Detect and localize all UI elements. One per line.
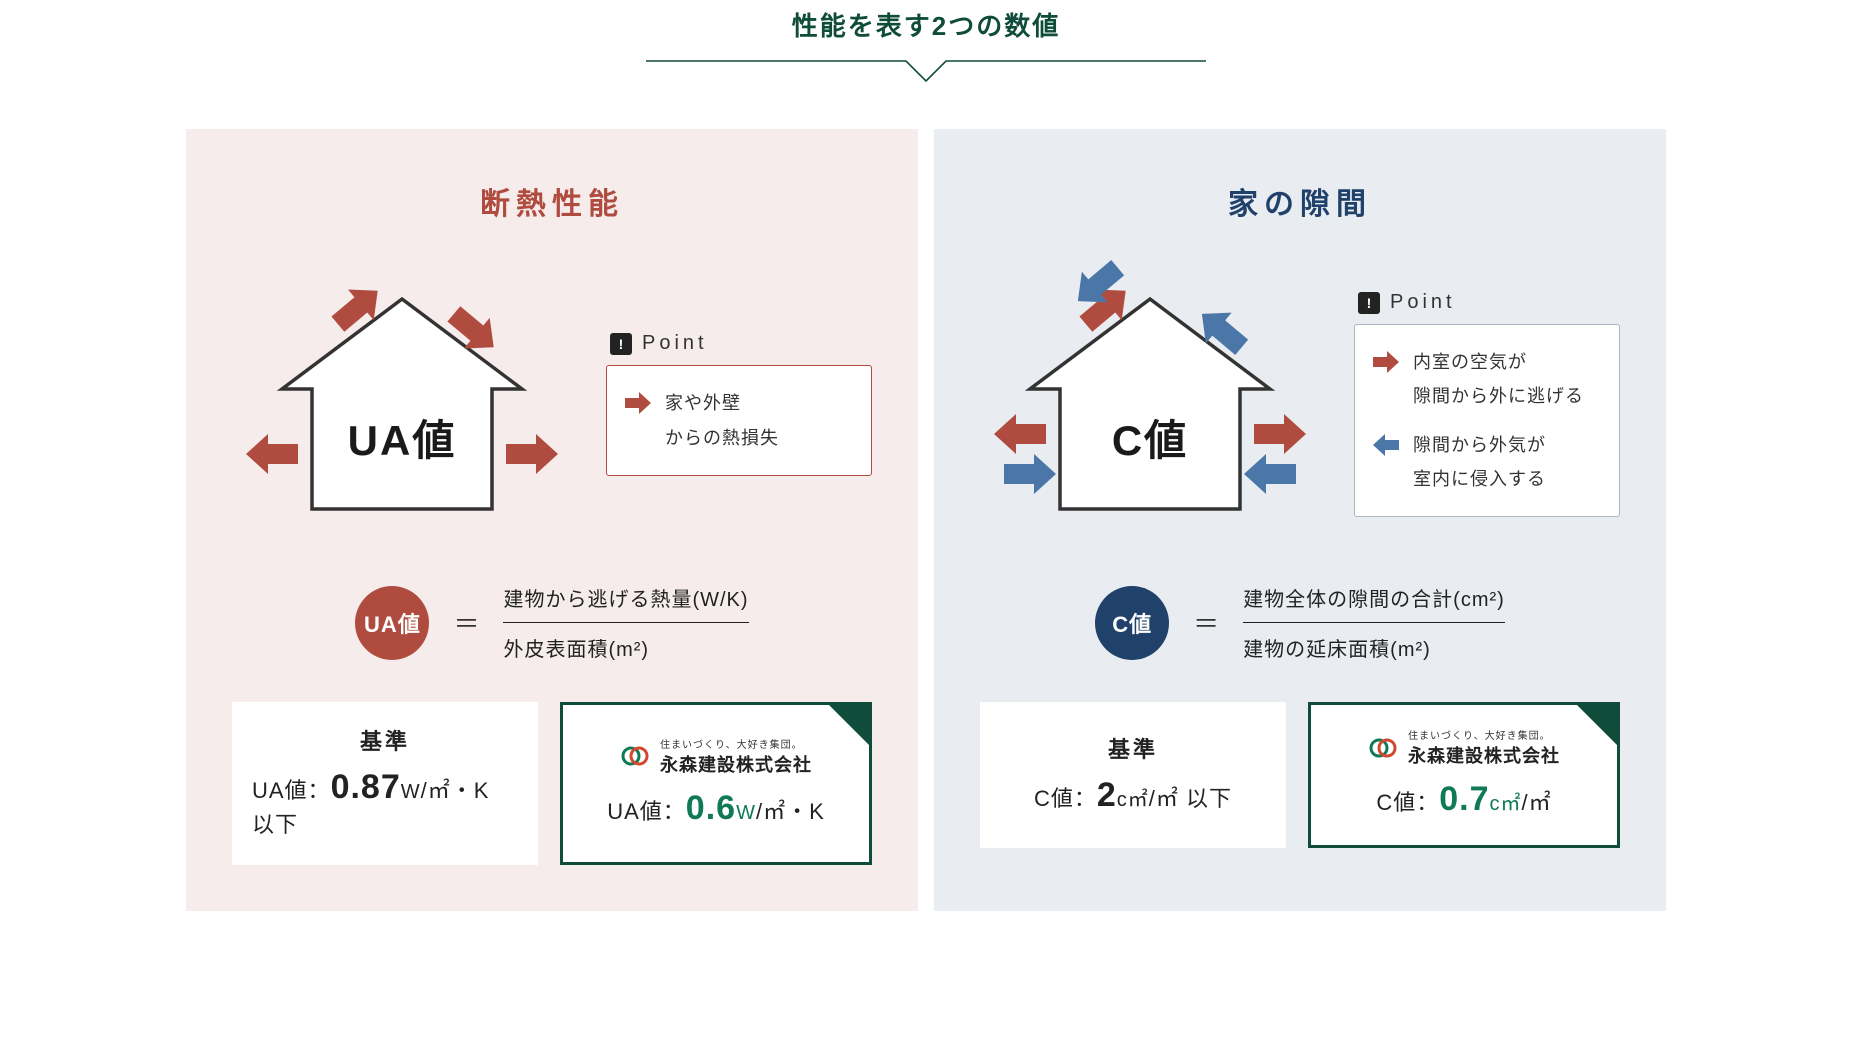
right-standard-label: 基準 [1108,732,1158,764]
left-company-card: 住まいづくり、大好き集団。 永森建設株式会社 UA値：0.6W/㎡・K [560,702,872,865]
panel-right: 家の隙間 [934,129,1666,911]
left-formula: UA値 ＝ 建物から逃げる熱量(W/K) 外皮表面積(m²) [232,583,872,662]
left-point-head-text: Point [642,332,708,355]
right-company-name: 永森建設株式会社 [1408,742,1560,768]
left-value-row: 基準 UA値：0.87W/㎡・K 以下 住まいづくり、大好き集団。 [232,702,872,865]
arrow-left-icon [1373,434,1399,456]
exclaim-icon: ! [1358,292,1380,314]
right-standard-value: C値：2c㎡/㎡ 以下 [1034,776,1232,815]
equals-icon: ＝ [453,604,479,641]
left-standard-card: 基準 UA値：0.87W/㎡・K 以下 [232,702,538,865]
arrow-right-icon [1373,351,1399,373]
left-formula-den: 外皮表面積(m²) [503,633,748,662]
left-formula-frac: 建物から逃げる熱量(W/K) 外皮表面積(m²) [503,583,748,662]
panel-right-title: 家の隙間 [980,179,1620,223]
company-logo-icon [620,744,650,768]
right-house-svg [980,259,1320,549]
right-formula: C値 ＝ 建物全体の隙間の合計(cm²) 建物の延床面積(m²) [980,583,1620,662]
corner-triangle-icon [829,705,869,745]
page-wrap: 性能を表す2つの数値 断熱性能 [186,0,1666,911]
right-point-box: 内室の空気が 隙間から外に逃げる 隙間から外気が 室内に侵入する [1354,324,1620,517]
corner-triangle-icon [1577,705,1617,745]
right-company-head: 住まいづくり、大好き集団。 永森建設株式会社 [1368,727,1560,768]
panel-left: 断熱性能 [186,129,918,911]
left-point-text-0: 家や外壁 からの熱損失 [665,386,779,454]
right-company-value: C値：0.7c㎡/㎡ [1376,780,1551,819]
page-title: 性能を表す2つの数値 [186,6,1666,43]
left-point-head: ! Point [610,332,872,355]
right-formula-den: 建物の延床面積(m²) [1243,633,1505,662]
right-value-row: 基準 C値：2c㎡/㎡ 以下 住まいづくり、大好き集団。 [980,702,1620,848]
left-company-tag: 住まいづくり、大好き集団。 [660,736,812,751]
panel-left-title: 断熱性能 [232,179,872,223]
panels: 断熱性能 [186,129,1666,911]
right-point-text-1: 隙間から外気が 室内に侵入する [1413,428,1546,496]
heading-rule-svg [646,59,1206,89]
right-point-text-0: 内室の空気が 隙間から外に逃げる [1413,345,1584,413]
right-illus-row: C値 ! Point 内室の空気が 隙間から外に逃げる [980,259,1620,549]
right-point-head-text: Point [1390,291,1456,314]
right-company-card: 住まいづくり、大好き集団。 永森建設株式会社 C値：0.7c㎡/㎡ [1308,702,1620,848]
left-company-text: 住まいづくり、大好き集団。 永森建設株式会社 [660,736,812,777]
arrow-right-icon [625,392,651,414]
left-house-svg [232,259,572,549]
right-point: ! Point 内室の空気が 隙間から外に逃げる [1354,291,1620,517]
left-standard-value: UA値：0.87W/㎡・K 以下 [252,768,518,839]
left-formula-badge: UA値 [355,586,429,660]
left-standard-label: 基準 [360,724,410,756]
left-company-name: 永森建設株式会社 [660,751,812,777]
right-point-item-1: 隙間から外気が 室内に侵入する [1373,428,1601,496]
left-house: UA値 [232,259,572,549]
left-formula-num: 建物から逃げる熱量(W/K) [503,583,748,623]
right-formula-badge: C値 [1095,586,1169,660]
left-point-item-0: 家や外壁 からの熱損失 [625,386,853,454]
company-logo-icon [1368,736,1398,760]
heading-rule [646,59,1206,89]
right-point-head: ! Point [1358,291,1620,314]
right-formula-num: 建物全体の隙間の合計(cm²) [1243,583,1505,623]
right-house: C値 [980,259,1320,549]
left-illus-row: UA値 ! Point 家や外壁 からの熱損失 [232,259,872,549]
right-formula-frac: 建物全体の隙間の合計(cm²) 建物の延床面積(m²) [1243,583,1505,662]
right-house-label: C値 [1112,407,1188,468]
right-company-tag: 住まいづくり、大好き集団。 [1408,727,1560,742]
exclaim-icon: ! [610,333,632,355]
right-standard-card: 基準 C値：2c㎡/㎡ 以下 [980,702,1286,848]
left-company-value: UA値：0.6W/㎡・K [607,789,825,828]
left-house-label: UA値 [348,407,457,468]
left-company-head: 住まいづくり、大好き集団。 永森建設株式会社 [620,736,812,777]
right-point-item-0: 内室の空気が 隙間から外に逃げる [1373,345,1601,413]
equals-icon: ＝ [1193,604,1219,641]
left-point: ! Point 家や外壁 からの熱損失 [606,332,872,475]
left-point-box: 家や外壁 からの熱損失 [606,365,872,475]
right-company-text: 住まいづくり、大好き集団。 永森建設株式会社 [1408,727,1560,768]
